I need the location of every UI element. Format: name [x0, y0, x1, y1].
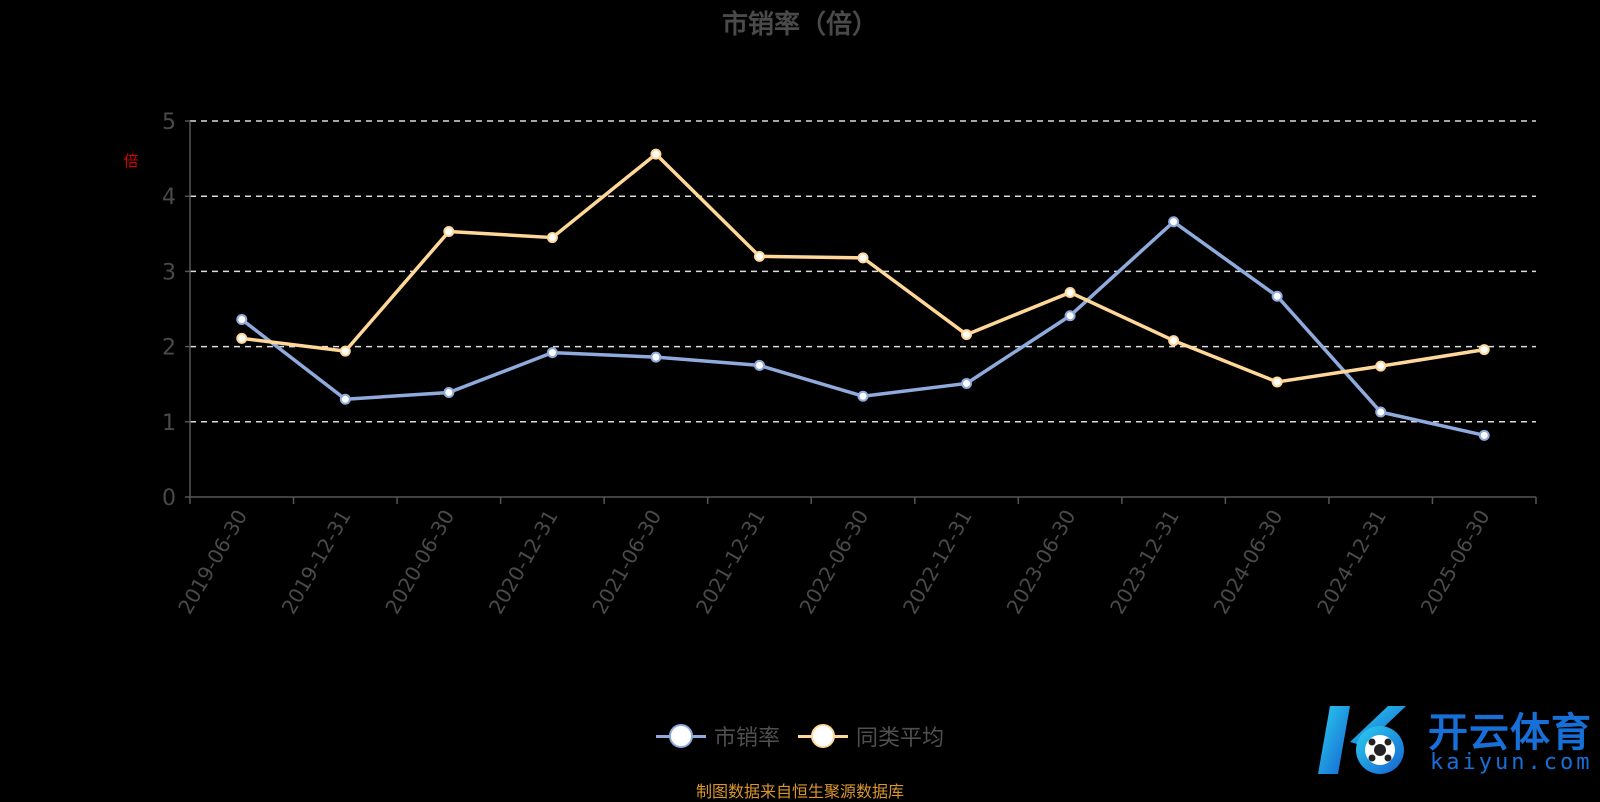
watermark-logo: 开云体育 kaiyun.com [1310, 698, 1600, 782]
x-tick-label: 2019-12-31 [277, 506, 356, 619]
x-tick-label: 2023-12-31 [1105, 506, 1184, 619]
data-point-0 [546, 347, 558, 359]
y-tick-label: 0 [162, 486, 176, 511]
x-tick-label: 2025-06-30 [1416, 506, 1495, 619]
x-tick-label: 2023-06-30 [1002, 506, 1081, 619]
data-point-0 [753, 359, 765, 371]
data-point-0 [1168, 216, 1180, 228]
legend-label: 市销率 [713, 726, 780, 751]
data-point-0 [857, 390, 869, 402]
data-point-1 [1168, 335, 1180, 347]
legend-swatch-icon [655, 724, 706, 748]
data-point-0 [1478, 429, 1490, 441]
data-point-1 [857, 252, 869, 264]
data-point-1 [1375, 360, 1387, 372]
x-tick-label: 2021-06-30 [587, 506, 666, 619]
y-tick-label: 3 [162, 260, 176, 285]
legend-label: 同类平均 [856, 726, 945, 751]
x-tick-label: 2021-12-31 [691, 506, 770, 619]
series-line-1 [241, 152, 1485, 384]
y-tick-label: 1 [162, 411, 176, 436]
data-point-0 [1375, 406, 1387, 418]
y-tick-label: 4 [162, 185, 176, 210]
y-tick-label: 5 [162, 110, 176, 135]
logo-icon [1318, 706, 1406, 774]
watermark-cn: 开云体育 [1428, 710, 1592, 756]
data-point-1 [1271, 376, 1283, 388]
legend: 市销率 同类平均 [0, 720, 1600, 752]
data-point-1 [339, 345, 351, 357]
data-point-0 [443, 386, 455, 398]
data-point-0 [1064, 310, 1076, 322]
x-tick-label: 2019-06-30 [173, 506, 252, 619]
x-tick-label: 2022-06-30 [794, 506, 873, 619]
y-axis-label: 倍 [123, 152, 139, 170]
data-point-1 [753, 250, 765, 262]
data-point-0 [650, 351, 662, 363]
data-point-0 [236, 314, 248, 326]
x-tick-label: 2024-06-30 [1209, 506, 1288, 619]
legend-item-series-0[interactable]: 市销率 [655, 720, 780, 752]
data-point-0 [961, 377, 973, 389]
chart-title: 市销率（倍） [721, 10, 878, 40]
data-point-1 [546, 232, 558, 244]
data-point-1 [650, 148, 662, 160]
legend-swatch-icon [798, 724, 848, 748]
data-point-1 [236, 332, 248, 344]
data-point-0 [339, 393, 351, 405]
x-tick-label: 2020-06-30 [380, 506, 459, 619]
source-note: 制图数据来自恒生聚源数据库 [695, 782, 904, 801]
data-point-1 [1064, 286, 1076, 298]
y-tick-label: 2 [162, 336, 176, 361]
watermark-en: kaiyun.com [1430, 750, 1593, 775]
data-point-1 [1478, 344, 1490, 356]
legend-item-series-1[interactable]: 同类平均 [798, 720, 944, 752]
x-tick-label: 2024-12-31 [1312, 506, 1391, 619]
data-point-1 [961, 329, 973, 341]
data-point-1 [443, 226, 455, 238]
data-point-0 [1271, 290, 1283, 302]
x-tick-label: 2022-12-31 [898, 506, 977, 619]
x-tick-label: 2020-12-31 [484, 506, 563, 619]
